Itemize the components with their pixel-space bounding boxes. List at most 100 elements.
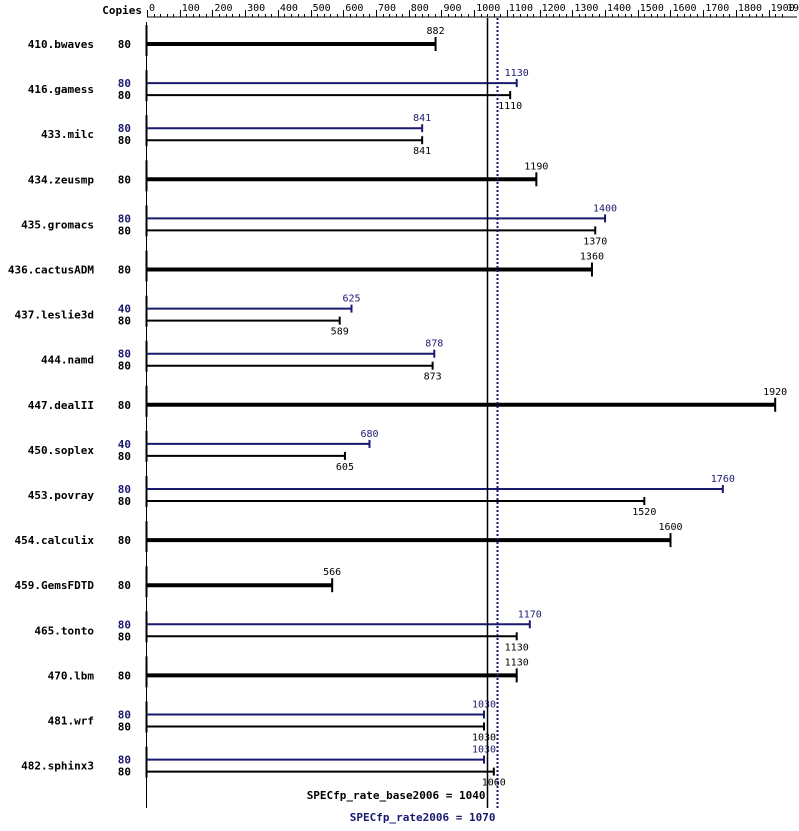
base-copies: 80	[118, 38, 131, 51]
base-value-label: 1110	[498, 101, 522, 112]
base-copies: 80	[118, 315, 131, 328]
x-tick-label: 500	[313, 3, 331, 14]
benchmark-row-410-bwaves: 410.bwaves 80 882	[28, 25, 445, 56]
base-value-label: 841	[413, 146, 431, 157]
benchmark-row-470-lbm: 470.lbm 80 1130	[48, 656, 529, 688]
benchmark-row-482-sphinx3: 482.sphinx3 80 1030 80 1060	[21, 745, 506, 789]
peak-copies: 80	[118, 212, 131, 225]
benchmark-name: 447.dealII	[28, 399, 94, 412]
peak-copies: 40	[118, 438, 131, 451]
base-copies: 80	[118, 450, 131, 463]
benchmark-name: 482.sphinx3	[21, 760, 94, 773]
peak-copies: 80	[118, 483, 131, 496]
x-tick-label: 1800	[738, 3, 762, 14]
x-tick-label: 1600	[672, 3, 696, 14]
x-tick-label: 800	[411, 3, 429, 14]
benchmark-row-453-povray: 453.povray 80 1760 80 1520	[28, 474, 735, 518]
x-tick-label: 300	[247, 3, 265, 14]
base-value-label: 1520	[632, 507, 656, 518]
benchmark-row-435-gromacs: 435.gromacs 80 1400 80 1370	[21, 203, 617, 247]
base-value-label: 1600	[658, 522, 682, 533]
base-copies: 80	[118, 630, 131, 643]
base-copies: 80	[118, 173, 131, 186]
peak-copies: 40	[118, 303, 131, 316]
peak-copies: 80	[118, 77, 131, 90]
x-tick-label: 700	[378, 3, 396, 14]
base-value-label: 1030	[472, 733, 496, 744]
base-value-label: 873	[424, 372, 442, 383]
benchmark-row-454-calculix: 454.calculix 80 1600	[15, 521, 683, 553]
x-tick-label: 1700	[705, 3, 729, 14]
peak-value-label: 1760	[711, 474, 735, 485]
benchmark-name: 437.leslie3d	[15, 309, 94, 322]
benchmark-name: 434.zeusmp	[28, 173, 95, 186]
base-value-label: 1370	[583, 236, 607, 247]
peak-copies: 80	[118, 709, 131, 722]
x-tick-label: 1500	[640, 3, 664, 14]
reference-lines: SPECfp_rate_base2006 = 1040 SPECfp_rate20…	[307, 18, 499, 824]
benchmark-name: 450.soplex	[28, 444, 95, 457]
peak-value-label: 625	[342, 294, 360, 305]
peak-reference-label: SPECfp_rate2006 = 1070	[350, 811, 496, 824]
peak-value-label: 1130	[505, 68, 529, 79]
peak-copies: 80	[118, 122, 131, 135]
benchmark-name: 416.gamess	[28, 83, 94, 96]
base-copies: 80	[118, 89, 131, 102]
peak-copies: 80	[118, 348, 131, 361]
benchmark-name: 481.wrf	[48, 715, 94, 728]
x-tick-label: 900	[443, 3, 461, 14]
peak-value-label: 1030	[472, 745, 496, 756]
base-copies: 80	[118, 264, 131, 277]
benchmark-row-416-gamess: 416.gamess 80 1130 80 1110	[28, 68, 529, 112]
benchmark-row-436-cactusADM: 436.cactusADM 80 1360	[8, 250, 604, 282]
benchmark-row-434-zeusmp: 434.zeusmp 80 1190	[28, 160, 548, 192]
x-tick-label: 1200	[542, 3, 566, 14]
base-copies: 80	[118, 534, 131, 547]
x-tick-label: 0	[149, 3, 155, 14]
benchmark-name: 410.bwaves	[28, 38, 94, 51]
peak-value-label: 680	[360, 429, 378, 440]
benchmark-name: 453.povray	[28, 489, 95, 502]
base-copies: 80	[118, 360, 131, 373]
benchmark-row-447-dealII: 447.dealII 80 1920	[28, 385, 787, 417]
benchmark-name: 444.namd	[41, 354, 94, 367]
base-reference-label: SPECfp_rate_base2006 = 1040	[307, 789, 486, 802]
base-value-label: 1130	[505, 657, 529, 668]
benchmark-row-481-wrf: 481.wrf 80 1030 80 1030	[48, 700, 496, 744]
benchmark-name: 470.lbm	[48, 669, 95, 682]
base-value-label: 1360	[580, 252, 604, 263]
x-tick-label: 1000	[476, 3, 500, 14]
benchmark-row-433-milc: 433.milc 80 841 80 841	[41, 113, 431, 157]
base-value-label: 566	[323, 567, 341, 578]
x-tick-label: 1950	[787, 3, 799, 14]
benchmark-name: 436.cactusADM	[8, 264, 94, 277]
base-value-label: 1920	[763, 387, 787, 398]
peak-value-label: 1400	[593, 203, 617, 214]
peak-value-label: 841	[413, 113, 431, 124]
benchmark-row-465-tonto: 465.tonto 80 1170 80 1130	[34, 609, 541, 653]
peak-copies: 80	[118, 754, 131, 767]
base-value-label: 589	[331, 327, 349, 338]
peak-value-label: 878	[425, 339, 443, 350]
benchmark-name: 435.gromacs	[21, 218, 94, 231]
base-value-label: 1130	[505, 642, 529, 653]
benchmark-name: 465.tonto	[34, 624, 94, 637]
benchmark-name: 454.calculix	[15, 534, 95, 547]
x-tick-label: 400	[280, 3, 298, 14]
x-tick-label: 1100	[509, 3, 533, 14]
base-copies: 80	[118, 579, 131, 592]
base-copies: 80	[118, 134, 131, 147]
x-tick-label: 1400	[607, 3, 631, 14]
base-copies: 80	[118, 766, 131, 779]
benchmark-name: 433.milc	[41, 128, 94, 141]
base-value-label: 1060	[482, 778, 506, 789]
benchmark-rows: 410.bwaves 80 882 416.gamess 80 1130 80 1110 433…	[8, 25, 787, 789]
base-value-label: 882	[427, 26, 445, 37]
peak-value-label: 1030	[472, 700, 496, 711]
x-tick-label: 1300	[574, 3, 598, 14]
base-value-label: 1190	[524, 161, 548, 172]
base-copies: 80	[118, 224, 131, 237]
benchmark-row-437-leslie3d: 437.leslie3d 40 625 80 589	[15, 294, 361, 338]
